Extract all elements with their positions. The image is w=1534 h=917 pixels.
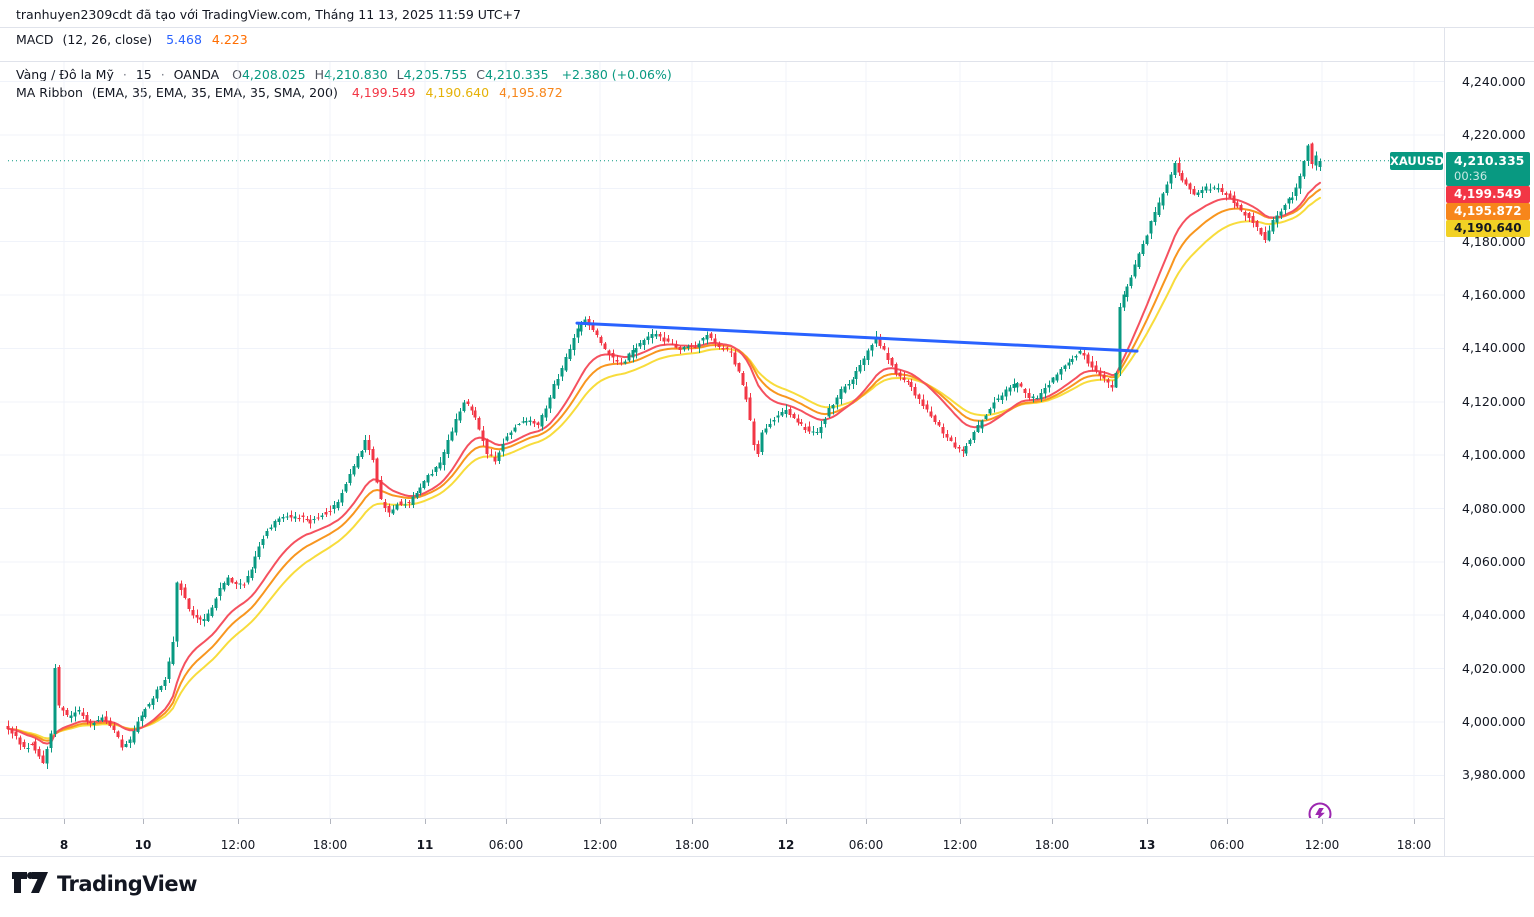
ma-ribbon-value: 4,199.549 xyxy=(351,85,416,100)
time-axis-label: 06:00 xyxy=(1209,838,1245,852)
time-axis-tick xyxy=(506,819,507,824)
price-axis-label: 4,180.000 xyxy=(1462,234,1526,249)
time-axis-label: 11 xyxy=(416,838,434,852)
ohlc-item: L4,205.755 xyxy=(396,67,468,82)
time-axis-label: 06:00 xyxy=(848,838,884,852)
event-lightning-icon[interactable] xyxy=(1308,802,1332,819)
ohlc-values: O4,208.025 H4,210.830 L4,205.755 C4,210.335 xyxy=(223,67,548,82)
time-axis-label: 12:00 xyxy=(220,838,256,852)
time-axis-tick xyxy=(960,819,961,824)
legend-separator: · xyxy=(122,67,127,82)
trendline-drawing[interactable] xyxy=(575,321,1139,353)
time-axis-tick xyxy=(1227,819,1228,824)
tradingview-logo-text: TradingView xyxy=(57,872,197,896)
ma-price-tag: 4,199.549 xyxy=(1446,186,1530,203)
ma-ribbon-params: (EMA, 35, EMA, 35, EMA, 35, SMA, 200) xyxy=(91,85,338,100)
price-axis[interactable]: 4,240.000 4,220.000 4,180.000 4,160.000 4,14… xyxy=(1444,62,1534,818)
price-axis-label: 3,980.000 xyxy=(1462,767,1526,782)
tradingview-logo-icon xyxy=(12,872,48,893)
time-axis[interactable]: 8 10 12:00 18:00 11 06:00 12:00 18:00 12 06:00 12:… xyxy=(0,818,1444,856)
time-axis-label: 18:00 xyxy=(1396,838,1432,852)
time-axis-tick xyxy=(143,819,144,824)
time-axis-bottom-border xyxy=(0,856,1534,857)
price-axis-label: 4,000.000 xyxy=(1462,714,1526,729)
ohlc-item: C4,210.335 xyxy=(476,67,549,82)
symbol-legend[interactable]: Vàng / Đô la Mỹ · 15 · OANDA O4,208.025 H… xyxy=(16,67,672,82)
candlestick-series xyxy=(6,142,1322,769)
price-axis-label: 4,020.000 xyxy=(1462,661,1526,676)
ma-ribbon-value: 4,190.640 xyxy=(425,85,490,100)
time-axis-label: 12:00 xyxy=(582,838,618,852)
grid-vertical xyxy=(63,62,1415,818)
time-axis-tick xyxy=(600,819,601,824)
macd-value: 5.468 xyxy=(166,32,202,47)
symbol-interval: 15 xyxy=(135,67,152,82)
price-axis-label: 4,120.000 xyxy=(1462,394,1526,409)
time-axis-tick xyxy=(866,819,867,824)
ohlc-item: O4,208.025 xyxy=(232,67,306,82)
ma-price-tag: 4,190.640 xyxy=(1446,220,1530,237)
ma-ribbon-legend[interactable]: MA Ribbon (EMA, 35, EMA, 35, EMA, 35, SM… xyxy=(16,85,563,100)
time-axis-tick xyxy=(1414,819,1415,824)
time-axis-label: 12:00 xyxy=(1304,838,1340,852)
time-axis-tick xyxy=(692,819,693,824)
ma-ribbon-title: MA Ribbon xyxy=(16,85,83,100)
tradingview-logo[interactable]: TradingView xyxy=(12,872,197,896)
time-axis-label: 06:00 xyxy=(488,838,524,852)
time-axis-label: 18:00 xyxy=(674,838,710,852)
price-axis-label: 4,240.000 xyxy=(1462,74,1526,89)
price-axis-border xyxy=(1444,27,1445,856)
time-axis-label: 12 xyxy=(777,838,795,852)
time-axis-label: 18:00 xyxy=(1034,838,1070,852)
macd-title: MACD xyxy=(16,32,54,47)
ma-ribbon-lines[interactable] xyxy=(7,181,1321,745)
symbol-price-tag: XAUUSD xyxy=(1390,152,1444,170)
change-value: +2.380 (+0.06%) xyxy=(561,67,672,82)
symbol-exchange: OANDA xyxy=(173,67,220,82)
symbol-name: Vàng / Đô la Mỹ xyxy=(16,67,114,82)
time-axis-tick xyxy=(425,819,426,824)
attribution-text: tranhuyen2309cdt đã tạo với TradingView.… xyxy=(16,7,521,22)
time-axis-label: 13 xyxy=(1138,838,1156,852)
bar-countdown: 00:36 xyxy=(1454,169,1488,183)
time-axis-tick xyxy=(330,819,331,824)
ma-ribbon-value: 4,195.872 xyxy=(499,85,563,100)
macd-values: 5.468 4.223 xyxy=(156,32,248,47)
time-axis-tick xyxy=(786,819,787,824)
legend-separator: · xyxy=(160,67,165,82)
price-axis-label: 4,160.000 xyxy=(1462,287,1526,302)
ohlc-item: H4,210.830 xyxy=(314,67,388,82)
price-axis-label: 4,100.000 xyxy=(1462,447,1526,462)
time-axis-tick xyxy=(1147,819,1148,824)
macd-legend[interactable]: MACD (12, 26, close) 5.468 4.223 xyxy=(16,32,248,47)
time-axis-label: 18:00 xyxy=(312,838,348,852)
last-price-value: 4,210.335 xyxy=(1454,153,1525,168)
price-axis-label: 4,220.000 xyxy=(1462,127,1526,142)
time-axis-tick xyxy=(1322,819,1323,824)
price-axis-label: 4,040.000 xyxy=(1462,607,1526,622)
time-axis-label: 10 xyxy=(134,838,152,852)
price-axis-label: 4,060.000 xyxy=(1462,554,1526,569)
time-axis-tick xyxy=(238,819,239,824)
macd-value: 4.223 xyxy=(211,32,248,47)
ma-price-tag: 4,195.872 xyxy=(1446,203,1530,220)
price-axis-label: 4,080.000 xyxy=(1462,501,1526,516)
time-axis-tick xyxy=(64,819,65,824)
macd-params: (12, 26, close) xyxy=(62,32,153,47)
pane-separator-top xyxy=(0,27,1534,28)
time-axis-label: 12:00 xyxy=(942,838,978,852)
price-chart-canvas[interactable] xyxy=(0,62,1444,818)
time-axis-label: 8 xyxy=(59,838,69,852)
pane-separator-main[interactable] xyxy=(0,61,1534,62)
last-price-tag: 4,210.335 00:36 xyxy=(1446,152,1530,186)
time-axis-tick xyxy=(1052,819,1053,824)
ma-ribbon-values: 4,199.549 4,190.640 4,195.872 xyxy=(342,85,563,100)
price-axis-label: 4,140.000 xyxy=(1462,340,1526,355)
